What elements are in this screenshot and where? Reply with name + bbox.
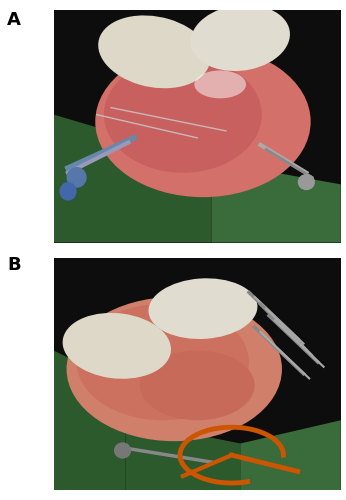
Ellipse shape bbox=[95, 46, 311, 197]
Ellipse shape bbox=[98, 16, 210, 88]
Ellipse shape bbox=[140, 350, 255, 420]
Ellipse shape bbox=[298, 174, 315, 190]
Ellipse shape bbox=[194, 70, 246, 99]
Ellipse shape bbox=[63, 313, 171, 379]
Ellipse shape bbox=[104, 56, 262, 173]
Polygon shape bbox=[125, 420, 240, 490]
Polygon shape bbox=[54, 350, 125, 490]
Ellipse shape bbox=[148, 278, 257, 339]
Text: A: A bbox=[7, 11, 21, 29]
Polygon shape bbox=[240, 420, 341, 490]
Ellipse shape bbox=[76, 304, 249, 420]
Ellipse shape bbox=[66, 167, 86, 188]
Polygon shape bbox=[54, 114, 212, 242]
Ellipse shape bbox=[60, 182, 76, 201]
Ellipse shape bbox=[66, 297, 282, 441]
Ellipse shape bbox=[114, 442, 131, 458]
Text: B: B bbox=[7, 256, 20, 274]
Polygon shape bbox=[212, 161, 341, 242]
Ellipse shape bbox=[191, 4, 290, 71]
